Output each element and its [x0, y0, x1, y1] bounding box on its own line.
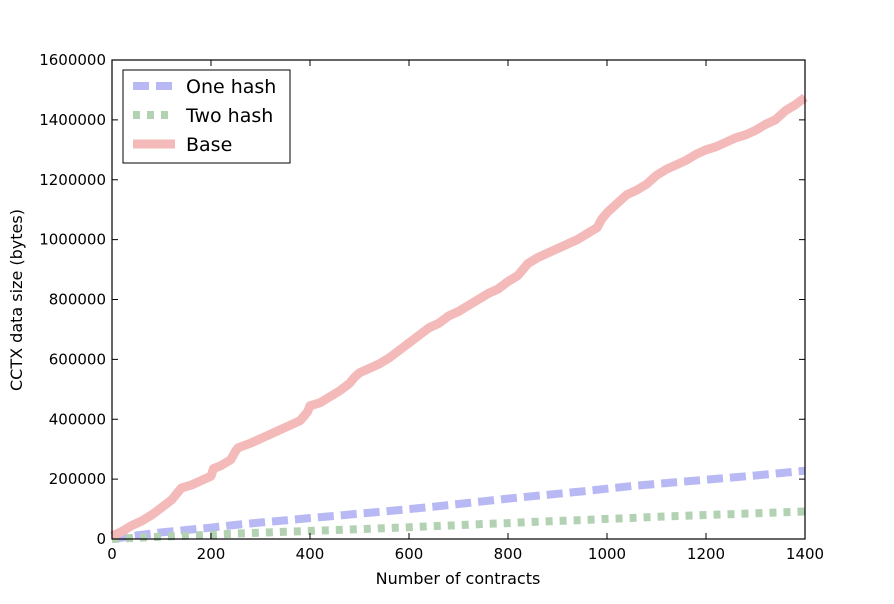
y-tick-label: 400000 [49, 410, 106, 428]
y-tick-label: 800000 [49, 291, 106, 309]
y-axis-label: CCTX data size (bytes) [7, 209, 26, 391]
x-axis-label: Number of contracts [376, 569, 541, 588]
x-tick-label: 800 [494, 545, 523, 563]
y-tick-label: 0 [96, 530, 106, 548]
legend: One hash Two hash Base [122, 69, 291, 164]
x-tick-label: 0 [107, 545, 117, 563]
series-line-one-hash [111, 466, 806, 543]
y-tick-label: 1600000 [39, 51, 106, 69]
y-tick-label: 600000 [49, 350, 106, 368]
y-tick-label: 1400000 [39, 111, 106, 129]
y-tick-label: 1200000 [39, 171, 106, 189]
axes: 0 200 400 600 800 1000 1200 1400 0 200000 400000 60… [39, 51, 824, 563]
y-tick-label: 1000000 [39, 231, 106, 249]
y-tick-label: 200000 [49, 470, 106, 488]
x-tick-label: 600 [395, 545, 424, 563]
legend-label: Base [186, 134, 232, 156]
legend-label: One hash [186, 76, 276, 98]
series-line-two-hash [111, 507, 806, 543]
x-tick-label: 1400 [786, 545, 824, 563]
series-line-base [110, 93, 808, 541]
x-tick-label: 1000 [588, 545, 626, 563]
x-tick-label: 400 [296, 545, 325, 563]
x-tick-label: 200 [197, 545, 226, 563]
plot-area [110, 93, 808, 543]
legend-label: Two hash [185, 105, 273, 127]
x-tick-label: 1200 [687, 545, 725, 563]
